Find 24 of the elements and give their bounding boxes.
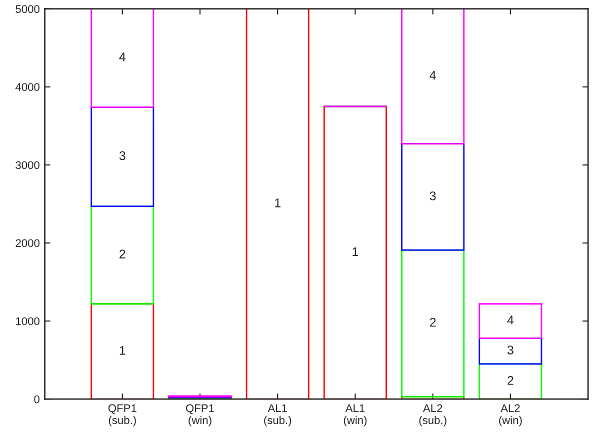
y-tick-label: 4000	[15, 83, 40, 92]
y-tick-label: 5000	[16, 5, 40, 13]
series-label: 4	[507, 316, 514, 324]
y-tick-label: 2000	[16, 239, 40, 248]
y-tick-label: 3000	[16, 161, 40, 170]
text: 3	[119, 151, 126, 160]
text: 4	[119, 52, 126, 62]
text: 1	[275, 198, 280, 208]
series-label: 2	[508, 376, 514, 385]
x-tick-label: QFP1 (win)	[186, 404, 214, 426]
text: 4	[430, 70, 436, 80]
x-tick-label: AL2 (sub.)	[419, 404, 446, 426]
text: 1	[352, 247, 358, 256]
x-tick-label: QFP1 (sub.)	[108, 404, 136, 426]
x-tick-label: AL1 (win)	[344, 404, 367, 426]
y-tick-label: 0	[34, 395, 40, 404]
text: 3	[430, 191, 436, 200]
text: 1	[120, 346, 126, 355]
x-tick-label: AL2 (win)	[499, 404, 522, 426]
y-tick-label: 1000	[16, 317, 40, 326]
series-label: 3	[507, 346, 514, 354]
text: 2	[120, 250, 126, 258]
x-tick-label: AL1 (sub.)	[264, 404, 292, 426]
text: 2	[430, 318, 436, 327]
